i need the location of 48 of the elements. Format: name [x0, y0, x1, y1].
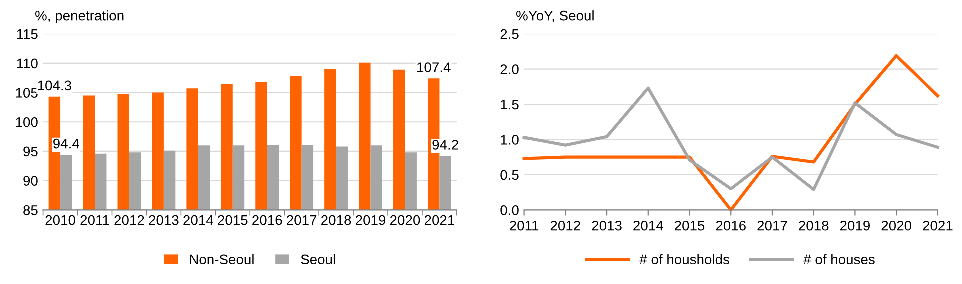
y-axis-title: %YoY, Seoul [516, 10, 594, 22]
x-tick-label: 2021 [923, 220, 953, 231]
y-tick-label: 2.0 [500, 64, 519, 74]
x-tick-label: 2010 [46, 215, 76, 226]
x-tick-label: 2013 [149, 215, 179, 226]
y-axis-title: %, penetration [36, 10, 124, 24]
x-tick-label: 2015 [675, 220, 705, 231]
x-tick-label: 2012 [114, 215, 144, 226]
y-tick-label: 0.0 [500, 205, 519, 216]
line-series [522, 86, 940, 192]
data-label: 94.2 [432, 140, 458, 150]
data-label: 94.4 [54, 138, 80, 149]
x-tick-label: 2021 [424, 215, 454, 226]
y-tick-label: 115 [17, 30, 38, 40]
x-tick-label: 2020 [390, 215, 420, 226]
x-tick-label: 2016 [716, 220, 746, 231]
y-tick-label: 95 [24, 146, 38, 157]
x-tick-label: 2018 [322, 215, 352, 226]
y-tick-label: 90 [24, 176, 38, 186]
x-tick-label: 2015 [218, 215, 248, 226]
y-tick-label: 100 [16, 117, 38, 128]
y-tick-label: 1.0 [501, 135, 519, 145]
legend-label: Seoul [301, 254, 336, 265]
x-tick-label: 2016 [252, 215, 282, 226]
x-tick-label: 2019 [840, 220, 870, 231]
x-tick-label: 2014 [634, 220, 664, 231]
x-tick-label: 2017 [287, 215, 317, 226]
x-tick-label: 2011 [510, 220, 539, 231]
x-tick-label: 2018 [799, 220, 829, 231]
data-label: 107.4 [418, 62, 451, 72]
x-tick-label: 2019 [356, 215, 386, 226]
legend-label: Non-Seoul [190, 254, 254, 265]
x-tick-label: 2013 [592, 220, 622, 231]
y-tick-label: 0.5 [500, 170, 519, 180]
x-tick-label: 2020 [882, 220, 912, 231]
y-tick-label: 105 [16, 88, 38, 98]
x-tick-label: 2011 [80, 215, 110, 226]
legend-label: # of houses [804, 254, 875, 265]
x-tick-label: 2017 [758, 220, 788, 231]
y-tick-label: 85 [24, 205, 38, 216]
legend-label: # of housholds [640, 254, 730, 265]
y-tick-label: 110 [17, 58, 38, 69]
x-tick-label: 2014 [184, 215, 214, 226]
x-tick-label: 2012 [550, 220, 580, 231]
y-tick-label: 2.5 [500, 29, 519, 40]
line-series [522, 54, 940, 212]
y-tick-label: 1.5 [501, 100, 519, 110]
data-label: 104.3 [38, 80, 72, 91]
